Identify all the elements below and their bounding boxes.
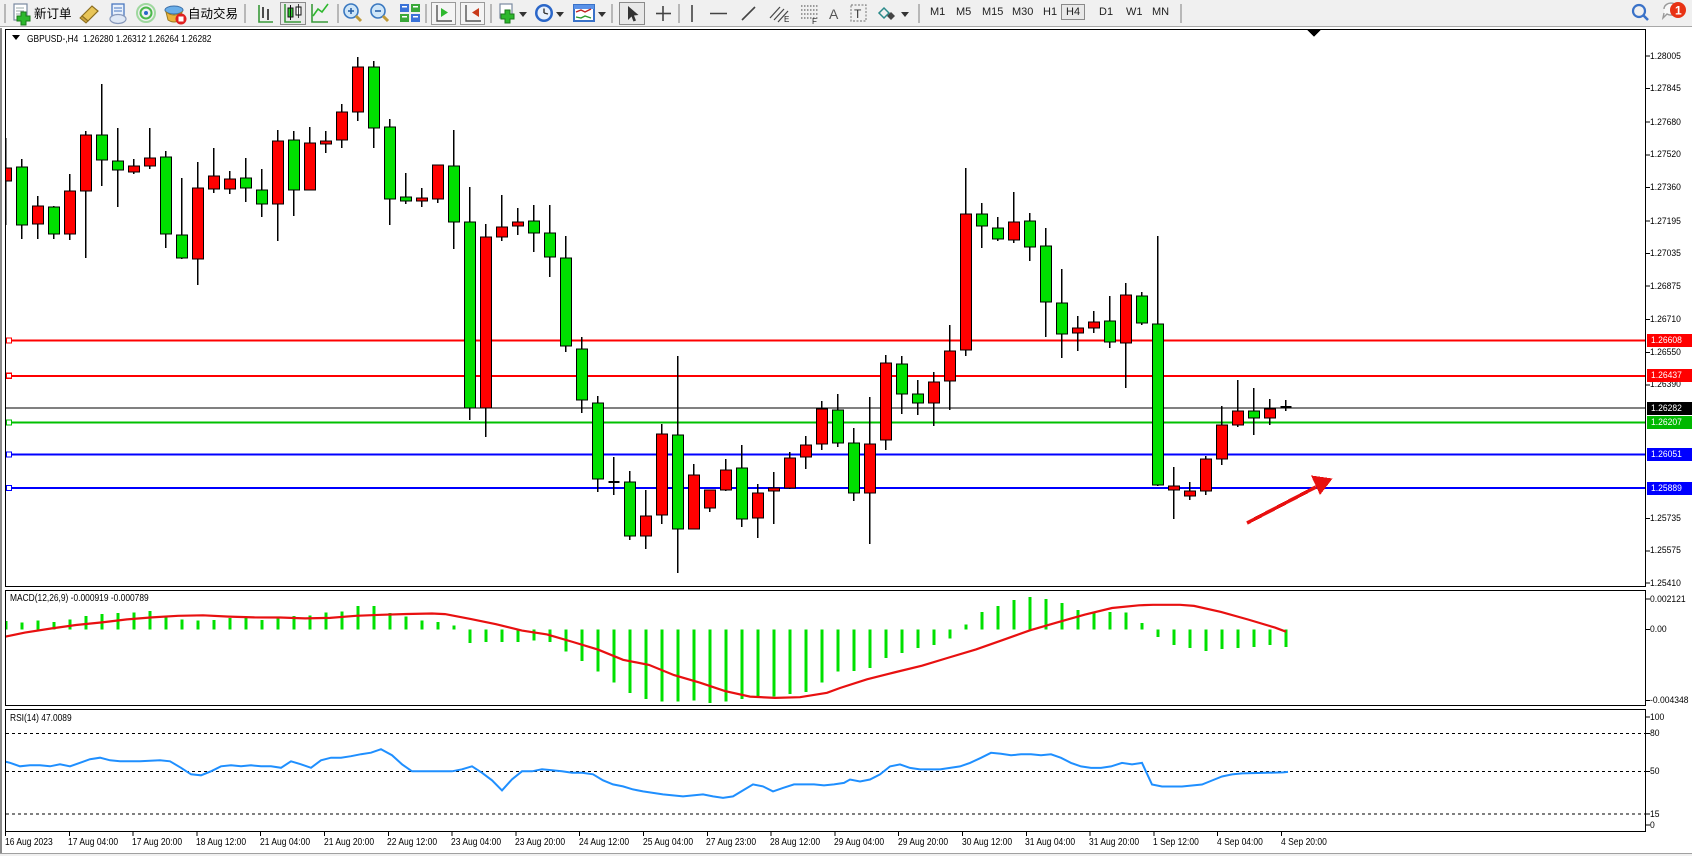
svg-text:E: E: [784, 15, 789, 24]
svg-text:自动交易: 自动交易: [188, 6, 238, 21]
svg-text:A: A: [829, 6, 839, 22]
svg-text:新订单: 新订单: [34, 6, 72, 21]
svg-text:1: 1: [1675, 4, 1682, 18]
svg-text:T: T: [854, 7, 862, 21]
svg-text:F: F: [812, 17, 817, 26]
